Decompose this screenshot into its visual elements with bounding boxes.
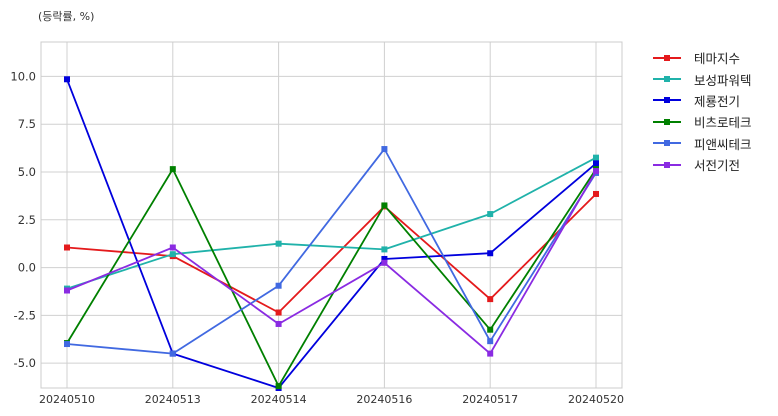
series-line [66, 168, 597, 388]
data-point [64, 244, 70, 251]
grid-layer [41, 42, 622, 388]
y-tick-label: -5.0 [14, 356, 36, 370]
legend-label: 테마지수 [694, 51, 741, 67]
legend-label: 비츠로테크 [694, 115, 752, 131]
legend-label: 보성파워텍 [694, 72, 752, 88]
label-layer: -5.0 -2.5 0.0 2.5 5.0 7.5 10.0 20240510 20240513… [10, 69, 624, 406]
data-point [169, 166, 176, 173]
y-tick-label: 0.0 [18, 261, 36, 275]
legend-swatch [652, 52, 682, 64]
x-tick-label: 20240513 [145, 393, 201, 406]
series-2 [64, 76, 599, 391]
data-point [593, 154, 599, 161]
y-tick-label: 5.0 [18, 165, 36, 179]
data-point [64, 76, 70, 83]
data-point [487, 296, 494, 303]
data-point [381, 246, 388, 253]
x-tick-label: 20240516 [356, 393, 412, 406]
legend-item: 테마지수 [652, 47, 752, 68]
series-line [66, 148, 597, 355]
data-point [169, 244, 176, 251]
data-point [169, 350, 176, 357]
series-line [66, 78, 597, 389]
series-layer [64, 76, 599, 391]
data-point [487, 338, 494, 345]
legend-swatch [652, 137, 682, 149]
legend-swatch [652, 116, 682, 128]
data-point [169, 251, 176, 258]
data-point [275, 240, 282, 247]
data-point [381, 146, 388, 153]
x-tick-label: 20240520 [568, 393, 624, 406]
y-tick-label: 2.5 [18, 213, 36, 227]
data-point [381, 255, 388, 262]
series-line [66, 170, 597, 355]
legend-label: 피앤씨테크 [694, 136, 752, 152]
data-point [593, 190, 599, 197]
legend-label: 제룡전기 [694, 93, 741, 109]
y-tick-label: 7.5 [18, 117, 36, 131]
legend-swatch [652, 159, 682, 171]
series-line [66, 156, 597, 290]
data-point [275, 383, 282, 390]
data-point [381, 259, 388, 266]
series-4 [64, 146, 599, 357]
legend-label: 서전기전 [694, 158, 741, 174]
x-tick-label: 20240517 [462, 393, 518, 406]
data-point [275, 309, 282, 316]
data-point [275, 282, 282, 289]
plot-frame [40, 41, 623, 389]
legend-item: 서전기전 [652, 154, 752, 175]
data-point [487, 326, 494, 333]
legend-swatch [652, 94, 682, 106]
data-point [275, 320, 282, 327]
legend-swatch [652, 73, 682, 85]
legend-item: 제룡전기 [652, 90, 752, 111]
data-point [64, 341, 70, 348]
x-tick-label: 20240514 [251, 393, 307, 406]
data-point [487, 350, 494, 357]
data-point [487, 211, 494, 218]
data-point [487, 250, 494, 257]
data-point [593, 160, 599, 167]
y-tick-label: -2.5 [14, 308, 36, 322]
data-point [593, 168, 599, 175]
legend-item: 피앤씨테크 [652, 133, 752, 154]
legend-item: 보성파워텍 [652, 68, 752, 89]
unit-note: (등락률, %) [38, 10, 95, 23]
data-point [64, 287, 70, 294]
legend-item: 비츠로테크 [652, 111, 752, 132]
series-5 [64, 168, 599, 357]
y-tick-label: 10.0 [10, 69, 36, 83]
x-tick-label: 20240510 [39, 393, 95, 406]
data-point [381, 202, 388, 209]
